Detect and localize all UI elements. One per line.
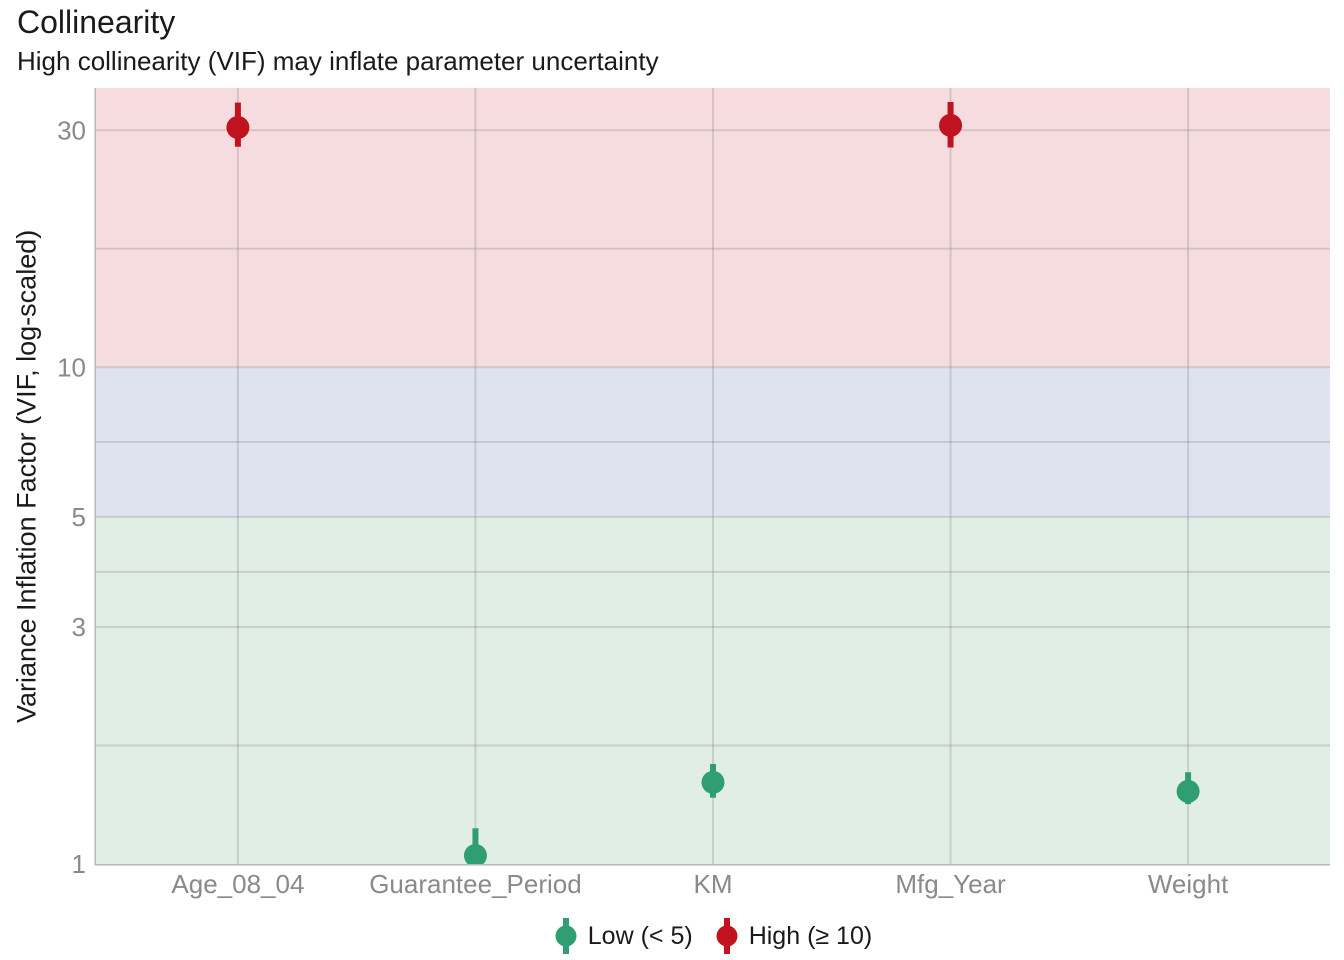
x-tick-KM: KM — [694, 869, 733, 899]
gridlines — [96, 88, 1330, 864]
band-low — [96, 516, 1330, 864]
vif-point-KM — [701, 770, 725, 794]
pointrange-low-icon — [555, 918, 577, 954]
axis-lines — [94, 88, 1330, 866]
vif-point-Mfg_Year — [939, 113, 963, 137]
band-high — [96, 88, 1330, 368]
band-mid — [96, 367, 1330, 517]
legend: Low (< 5) High (≥ 10) — [96, 912, 1330, 960]
pointranges — [226, 102, 1200, 864]
x-tick-Mfg_Year: Mfg_Year — [895, 869, 1006, 899]
chart-title: Collinearity — [17, 4, 176, 40]
legend-item-high: High (≥ 10) — [715, 914, 873, 958]
chart-subtitle: High collinearity (VIF) may inflate para… — [17, 46, 659, 76]
x-tick-Age_08_04: Age_08_04 — [171, 869, 304, 899]
y-tick-5: 5 — [72, 502, 86, 532]
pointrange-Weight — [1176, 772, 1200, 805]
pointrange-Mfg_Year — [939, 102, 963, 148]
pointrange-KM — [701, 763, 725, 798]
y-tick-labels: 1 3 5 10 30 — [57, 115, 86, 879]
threshold-bands — [96, 88, 1330, 864]
vif-point-Weight — [1176, 779, 1200, 803]
pointrange-high-icon — [716, 918, 738, 954]
x-tick-labels: Age_08_04 Guarantee_Period KM Mfg_Year Weigh… — [171, 869, 1229, 899]
y-tick-1: 1 — [72, 849, 86, 879]
legend-label-high: High (≥ 10) — [748, 921, 873, 950]
y-tick-3: 3 — [72, 612, 86, 642]
pointrange-Age_08_04 — [226, 102, 250, 147]
pointrange-Guarantee_Period — [463, 828, 487, 864]
y-tick-10: 10 — [57, 352, 86, 382]
y-tick-30: 30 — [57, 115, 86, 145]
x-tick-Guarantee_Period: Guarantee_Period — [369, 869, 581, 899]
legend-item-low: Low (< 5) — [554, 914, 693, 958]
x-tick-Weight: Weight — [1148, 869, 1229, 899]
vif-point-Age_08_04 — [226, 115, 250, 139]
vif-point-Guarantee_Period — [463, 844, 487, 864]
legend-label-low: Low (< 5) — [587, 921, 693, 950]
